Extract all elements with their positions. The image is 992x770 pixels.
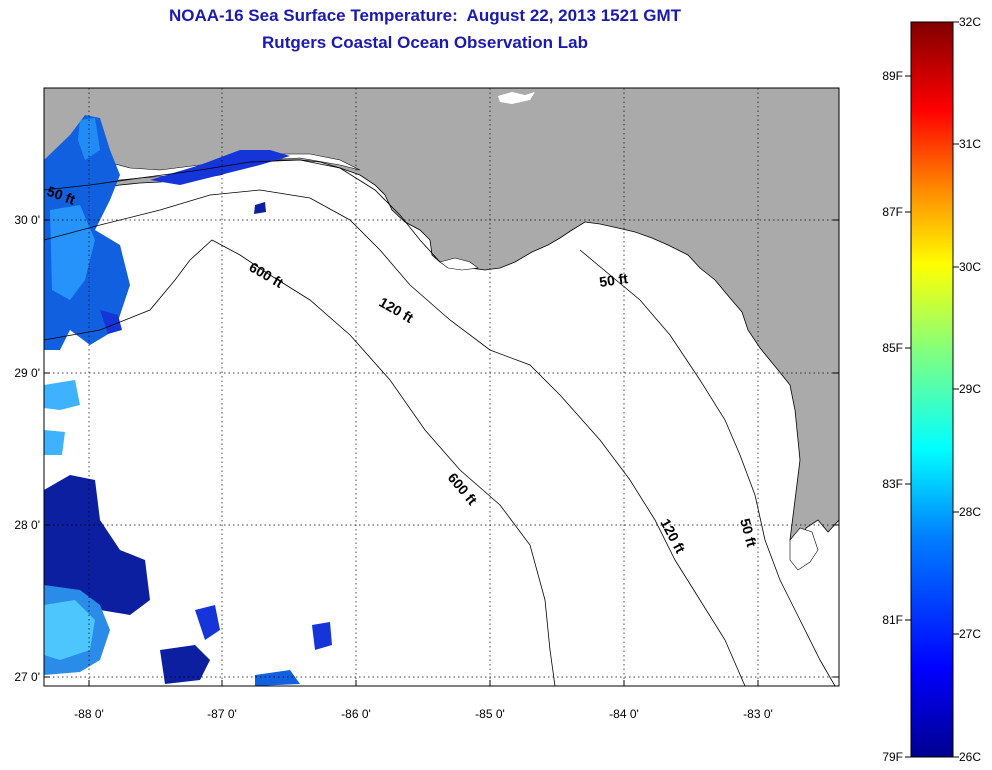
lon-tick-label: -88 0' (74, 707, 104, 721)
colorbar-label-f: 89F (882, 69, 903, 83)
island-north (498, 92, 535, 104)
contour-50ft-east (579, 249, 836, 686)
lat-tick-label: 29 0' (14, 366, 40, 380)
colorbar-label-c: 29C (959, 382, 981, 396)
colorbar-label-c: 32C (959, 15, 981, 29)
colorbar-label-f: 81F (882, 613, 903, 627)
coast-bay-east (789, 527, 819, 571)
sst-data-patches (44, 115, 332, 686)
map-frame (43, 87, 840, 687)
colorbar-label-c: 30C (959, 260, 981, 274)
coast-bay (439, 257, 479, 271)
colorbar-label-f: 87F (882, 205, 903, 219)
colorbar-label-c: 31C (959, 137, 981, 151)
lon-tick-label: -85 0' (475, 707, 505, 721)
map-frame-ticks (44, 219, 839, 686)
colorbar-ticks (905, 21, 959, 758)
lon-tick-label: -83 0' (743, 707, 773, 721)
lat-tick-label: 27 0' (14, 670, 40, 684)
contour-50ft-west (44, 159, 441, 263)
lat-tick-label: 30 0' (14, 213, 40, 227)
colorbar-label-c: 28C (959, 505, 981, 519)
lon-tick-label: -84 0' (609, 707, 639, 721)
contour-label-50ft-se: 50 ft (737, 517, 760, 549)
map-grid (44, 88, 839, 686)
colorbar-label-f: 79F (882, 750, 903, 764)
contour-600ft (44, 239, 556, 686)
colorbar-label-c: 26C (959, 750, 981, 764)
lat-tick-label: 28 0' (14, 518, 40, 532)
colorbar (910, 21, 954, 758)
colorbar-label-c: 27C (959, 627, 981, 641)
map-subtitle: Rutgers Coastal Ocean Observation Lab (262, 33, 588, 52)
lon-tick-label: -87 0' (207, 707, 237, 721)
contour-label-50ft-ne: 50 ft (598, 270, 629, 290)
colorbar-label-f: 85F (882, 341, 903, 355)
contour-120ft (44, 189, 746, 686)
lon-tick-label: -86 0' (341, 707, 371, 721)
colorbar-label-f: 83F (882, 477, 903, 491)
map-title: NOAA-16 Sea Surface Temperature: August … (168, 6, 682, 25)
